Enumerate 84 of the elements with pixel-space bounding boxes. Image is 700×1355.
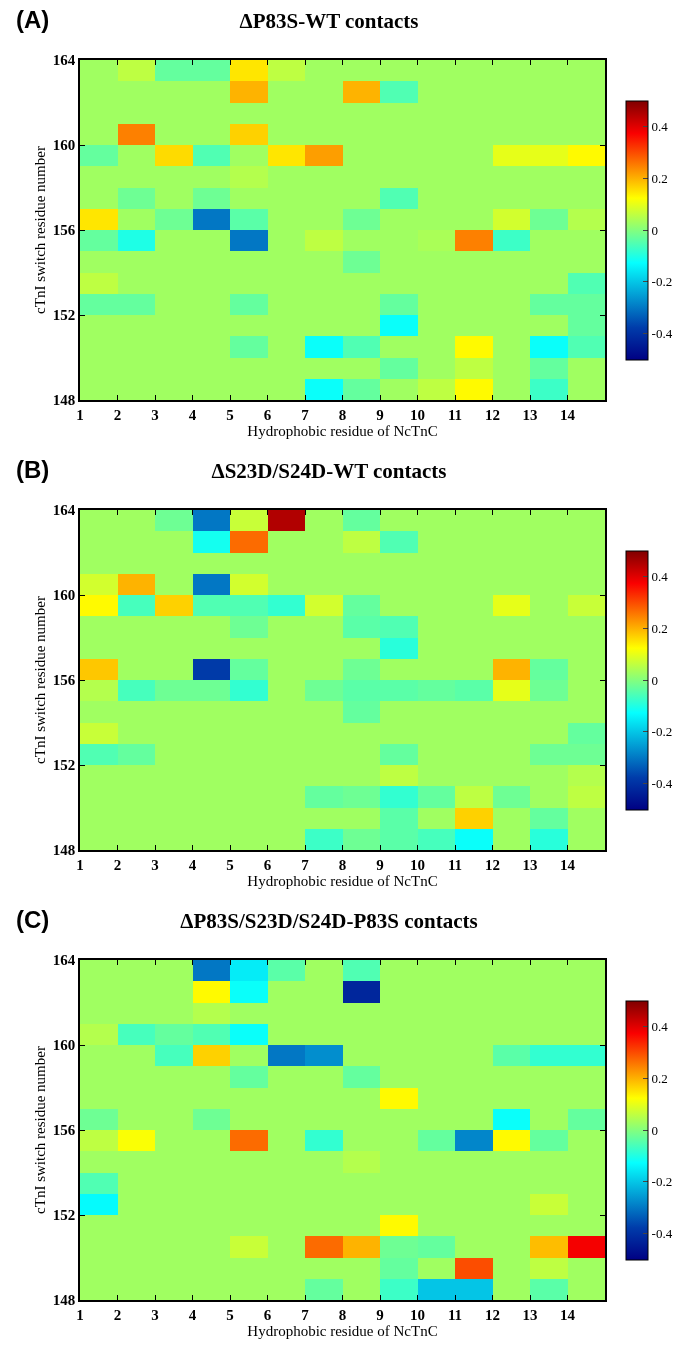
y-axis-title: cTnI switch residue number bbox=[31, 1046, 48, 1214]
y-tick-label: 160 bbox=[52, 1037, 76, 1054]
color-bar-label: 0.4 bbox=[651, 568, 669, 584]
x-tick-label: 12 bbox=[485, 856, 500, 873]
y-tick-label: 148 bbox=[52, 1292, 76, 1309]
color-bar-label: -0.4 bbox=[651, 1226, 673, 1242]
y-tick-label: 160 bbox=[52, 587, 76, 604]
x-tick-label: 10 bbox=[410, 1306, 425, 1323]
x-tick-label: 1 bbox=[76, 856, 84, 873]
x-tick-label: 5 bbox=[226, 406, 234, 423]
y-tick-label: 164 bbox=[52, 52, 76, 69]
x-tick-label: 14 bbox=[560, 856, 576, 873]
color-bar-label: 0.2 bbox=[651, 1070, 668, 1086]
x-tick-label: 6 bbox=[263, 406, 272, 423]
x-axis-title: Hydrophobic residue of NcTnC bbox=[247, 423, 438, 440]
y-tick-label: 160 bbox=[52, 137, 76, 154]
y-axis-title: cTnI switch residue number bbox=[31, 146, 48, 314]
color-bar-label: 0.4 bbox=[651, 118, 669, 134]
y-tick-label: 148 bbox=[52, 392, 76, 409]
y-tick-label: 164 bbox=[52, 502, 76, 519]
color-bar-label: 0 bbox=[651, 222, 659, 238]
x-tick-label: 14 bbox=[560, 1306, 576, 1323]
x-tick-label: 7 bbox=[301, 856, 310, 873]
y-tick-label: 156 bbox=[52, 1122, 76, 1139]
x-tick-label: 1 bbox=[76, 1306, 84, 1323]
x-tick-label: 1 bbox=[76, 406, 84, 423]
x-tick-label: 3 bbox=[151, 406, 159, 423]
color-bar-label: 0.2 bbox=[651, 620, 668, 636]
x-axis-title: Hydrophobic residue of NcTnC bbox=[247, 1323, 438, 1340]
y-axis-title: cTnI switch residue number bbox=[31, 596, 48, 764]
x-tick-label: 2 bbox=[113, 1306, 122, 1323]
color-bar-label: 0.4 bbox=[651, 1018, 669, 1034]
x-tick-label: 3 bbox=[151, 1306, 159, 1323]
x-axis-title: Hydrophobic residue of NcTnC bbox=[247, 873, 438, 890]
x-tick-label: 11 bbox=[447, 1306, 463, 1323]
x-tick-label: 10 bbox=[410, 406, 425, 423]
x-tick-label: 5 bbox=[226, 1306, 234, 1323]
color-bar-label: -0.2 bbox=[651, 724, 673, 740]
chart-title: ΔP83S/S23D/S24D-P83S contacts bbox=[180, 909, 478, 934]
x-tick-label: 14 bbox=[560, 406, 576, 423]
x-tick-label: 13 bbox=[522, 406, 538, 423]
x-tick-label: 8 bbox=[338, 406, 347, 423]
x-tick-label: 9 bbox=[376, 406, 384, 423]
x-tick-label: 7 bbox=[301, 406, 310, 423]
x-tick-label: 13 bbox=[522, 1306, 538, 1323]
x-tick-label: 7 bbox=[301, 1306, 310, 1323]
x-tick-label: 13 bbox=[522, 856, 538, 873]
x-tick-label: 2 bbox=[113, 406, 122, 423]
x-tick-label: 6 bbox=[263, 1306, 272, 1323]
x-tick-label: 2 bbox=[113, 856, 122, 873]
color-bar-label: -0.4 bbox=[651, 326, 673, 342]
color-bar-label: 0.2 bbox=[651, 170, 668, 186]
x-tick-label: 3 bbox=[151, 856, 159, 873]
y-tick-label: 152 bbox=[52, 757, 76, 774]
chart-title: ΔS23D/S24D-WT contacts bbox=[211, 459, 447, 484]
x-tick-label: 11 bbox=[447, 406, 463, 423]
x-tick-label: 6 bbox=[263, 856, 272, 873]
x-tick-label: 5 bbox=[226, 856, 234, 873]
x-tick-label: 9 bbox=[376, 856, 384, 873]
text: (C) bbox=[16, 906, 50, 933]
x-tick-label: 12 bbox=[485, 1306, 500, 1323]
chart-title: ΔP83S-WT contacts bbox=[239, 9, 419, 34]
color-bar-label: -0.4 bbox=[651, 776, 673, 792]
text: (A) bbox=[16, 6, 50, 33]
text: (B) bbox=[16, 456, 50, 483]
y-tick-label: 152 bbox=[52, 307, 76, 324]
x-tick-label: 4 bbox=[188, 856, 197, 873]
x-tick-label: 4 bbox=[188, 1306, 197, 1323]
x-tick-label: 10 bbox=[410, 856, 425, 873]
color-bar-label: -0.2 bbox=[651, 274, 673, 290]
y-tick-label: 148 bbox=[52, 842, 76, 859]
x-tick-label: 8 bbox=[338, 1306, 347, 1323]
color-bar-label: 0 bbox=[651, 1122, 659, 1138]
x-tick-label: 9 bbox=[376, 1306, 384, 1323]
y-tick-label: 164 bbox=[52, 952, 76, 969]
y-tick-label: 156 bbox=[52, 222, 76, 239]
x-tick-label: 11 bbox=[447, 856, 463, 873]
color-bar-label: 0 bbox=[651, 672, 659, 688]
y-tick-label: 152 bbox=[52, 1207, 76, 1224]
x-tick-label: 4 bbox=[188, 406, 197, 423]
color-bar-label: -0.2 bbox=[651, 1174, 673, 1190]
y-tick-label: 156 bbox=[52, 672, 76, 689]
x-tick-label: 12 bbox=[485, 406, 500, 423]
x-tick-label: 8 bbox=[338, 856, 347, 873]
